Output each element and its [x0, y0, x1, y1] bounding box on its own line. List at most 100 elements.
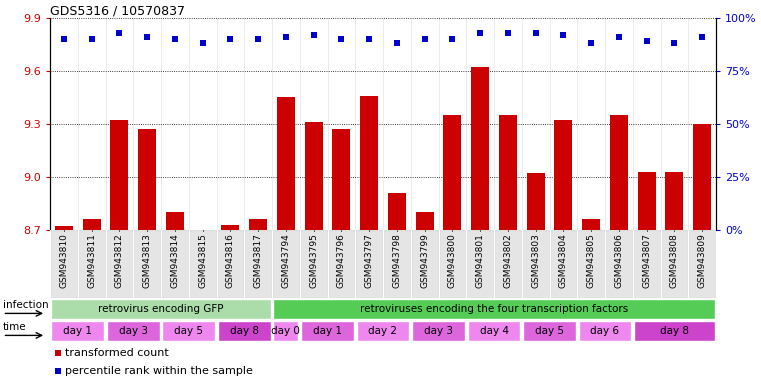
Point: [613, 34, 625, 40]
Bar: [221, 225, 240, 230]
Text: time: time: [2, 322, 26, 332]
Point: [141, 34, 153, 40]
Bar: [468, 321, 521, 341]
Point: [113, 30, 126, 36]
Point: [196, 40, 209, 46]
Bar: [578, 321, 632, 341]
Text: GSM943799: GSM943799: [420, 233, 429, 288]
Bar: [634, 321, 715, 341]
Bar: [471, 68, 489, 230]
Point: [169, 36, 181, 42]
Bar: [632, 230, 661, 298]
Point: [446, 36, 458, 42]
Point: [557, 32, 569, 38]
Bar: [244, 230, 272, 298]
Text: GSM943807: GSM943807: [642, 233, 651, 288]
Point: [474, 30, 486, 36]
Bar: [218, 321, 271, 341]
Bar: [554, 121, 572, 230]
Point: [391, 40, 403, 46]
Bar: [55, 227, 73, 230]
Bar: [688, 230, 716, 298]
Point: [696, 34, 708, 40]
Bar: [412, 321, 465, 341]
Point: [530, 30, 542, 36]
Bar: [52, 299, 271, 319]
Text: infection: infection: [2, 300, 48, 310]
Bar: [193, 230, 212, 233]
Bar: [107, 321, 160, 341]
Text: GSM943809: GSM943809: [698, 233, 707, 288]
Text: GSM943812: GSM943812: [115, 233, 124, 288]
Bar: [249, 219, 267, 230]
Text: day 1: day 1: [313, 326, 342, 336]
Bar: [300, 230, 327, 298]
Bar: [522, 230, 549, 298]
Bar: [55, 350, 61, 356]
Point: [280, 34, 292, 40]
Bar: [304, 122, 323, 230]
Point: [85, 36, 97, 42]
Text: percentile rank within the sample: percentile rank within the sample: [65, 366, 253, 376]
Point: [336, 36, 348, 42]
Bar: [466, 230, 494, 298]
Text: GDS5316 / 10570837: GDS5316 / 10570837: [50, 5, 185, 18]
Bar: [161, 230, 189, 298]
Point: [419, 36, 431, 42]
Point: [668, 40, 680, 46]
Bar: [665, 172, 683, 230]
Bar: [523, 321, 576, 341]
Bar: [273, 321, 298, 341]
Bar: [638, 172, 656, 230]
Text: GSM943795: GSM943795: [309, 233, 318, 288]
Text: day 5: day 5: [535, 326, 564, 336]
Bar: [138, 129, 156, 230]
Bar: [411, 230, 438, 298]
Bar: [610, 115, 628, 230]
Point: [224, 36, 237, 42]
Bar: [693, 124, 711, 230]
Text: day 2: day 2: [368, 326, 397, 336]
Bar: [605, 230, 632, 298]
Text: day 5: day 5: [174, 326, 203, 336]
Text: GSM943804: GSM943804: [559, 233, 568, 288]
Bar: [52, 321, 104, 341]
Text: day 3: day 3: [424, 326, 453, 336]
Text: retrovirus encoding GFP: retrovirus encoding GFP: [98, 304, 224, 314]
Bar: [327, 230, 355, 298]
Bar: [106, 230, 133, 298]
Text: GSM943801: GSM943801: [476, 233, 485, 288]
Bar: [216, 230, 244, 298]
Text: retroviruses encoding the four transcription factors: retroviruses encoding the four transcrip…: [360, 304, 628, 314]
Bar: [50, 230, 78, 298]
Text: GSM943805: GSM943805: [587, 233, 596, 288]
Bar: [416, 212, 434, 230]
Bar: [301, 321, 354, 341]
Text: GSM943794: GSM943794: [282, 233, 291, 288]
Bar: [499, 115, 517, 230]
Bar: [388, 193, 406, 230]
Text: GSM943806: GSM943806: [614, 233, 623, 288]
Point: [641, 38, 653, 45]
Bar: [78, 230, 106, 298]
Text: GSM943814: GSM943814: [170, 233, 180, 288]
Text: GSM943810: GSM943810: [59, 233, 68, 288]
Point: [307, 32, 320, 38]
Text: day 6: day 6: [591, 326, 619, 336]
Text: GSM943817: GSM943817: [253, 233, 263, 288]
Text: transformed count: transformed count: [65, 348, 169, 358]
Bar: [189, 230, 216, 298]
Bar: [383, 230, 411, 298]
Text: GSM943797: GSM943797: [365, 233, 374, 288]
Text: day 8: day 8: [660, 326, 689, 336]
Text: day 0: day 0: [272, 326, 301, 336]
Bar: [582, 219, 600, 230]
Bar: [444, 115, 461, 230]
Bar: [360, 96, 378, 230]
Bar: [166, 212, 184, 230]
Text: GSM943802: GSM943802: [503, 233, 512, 288]
Bar: [133, 230, 161, 298]
Bar: [272, 230, 300, 298]
Text: day 3: day 3: [119, 326, 148, 336]
Text: GSM943816: GSM943816: [226, 233, 235, 288]
